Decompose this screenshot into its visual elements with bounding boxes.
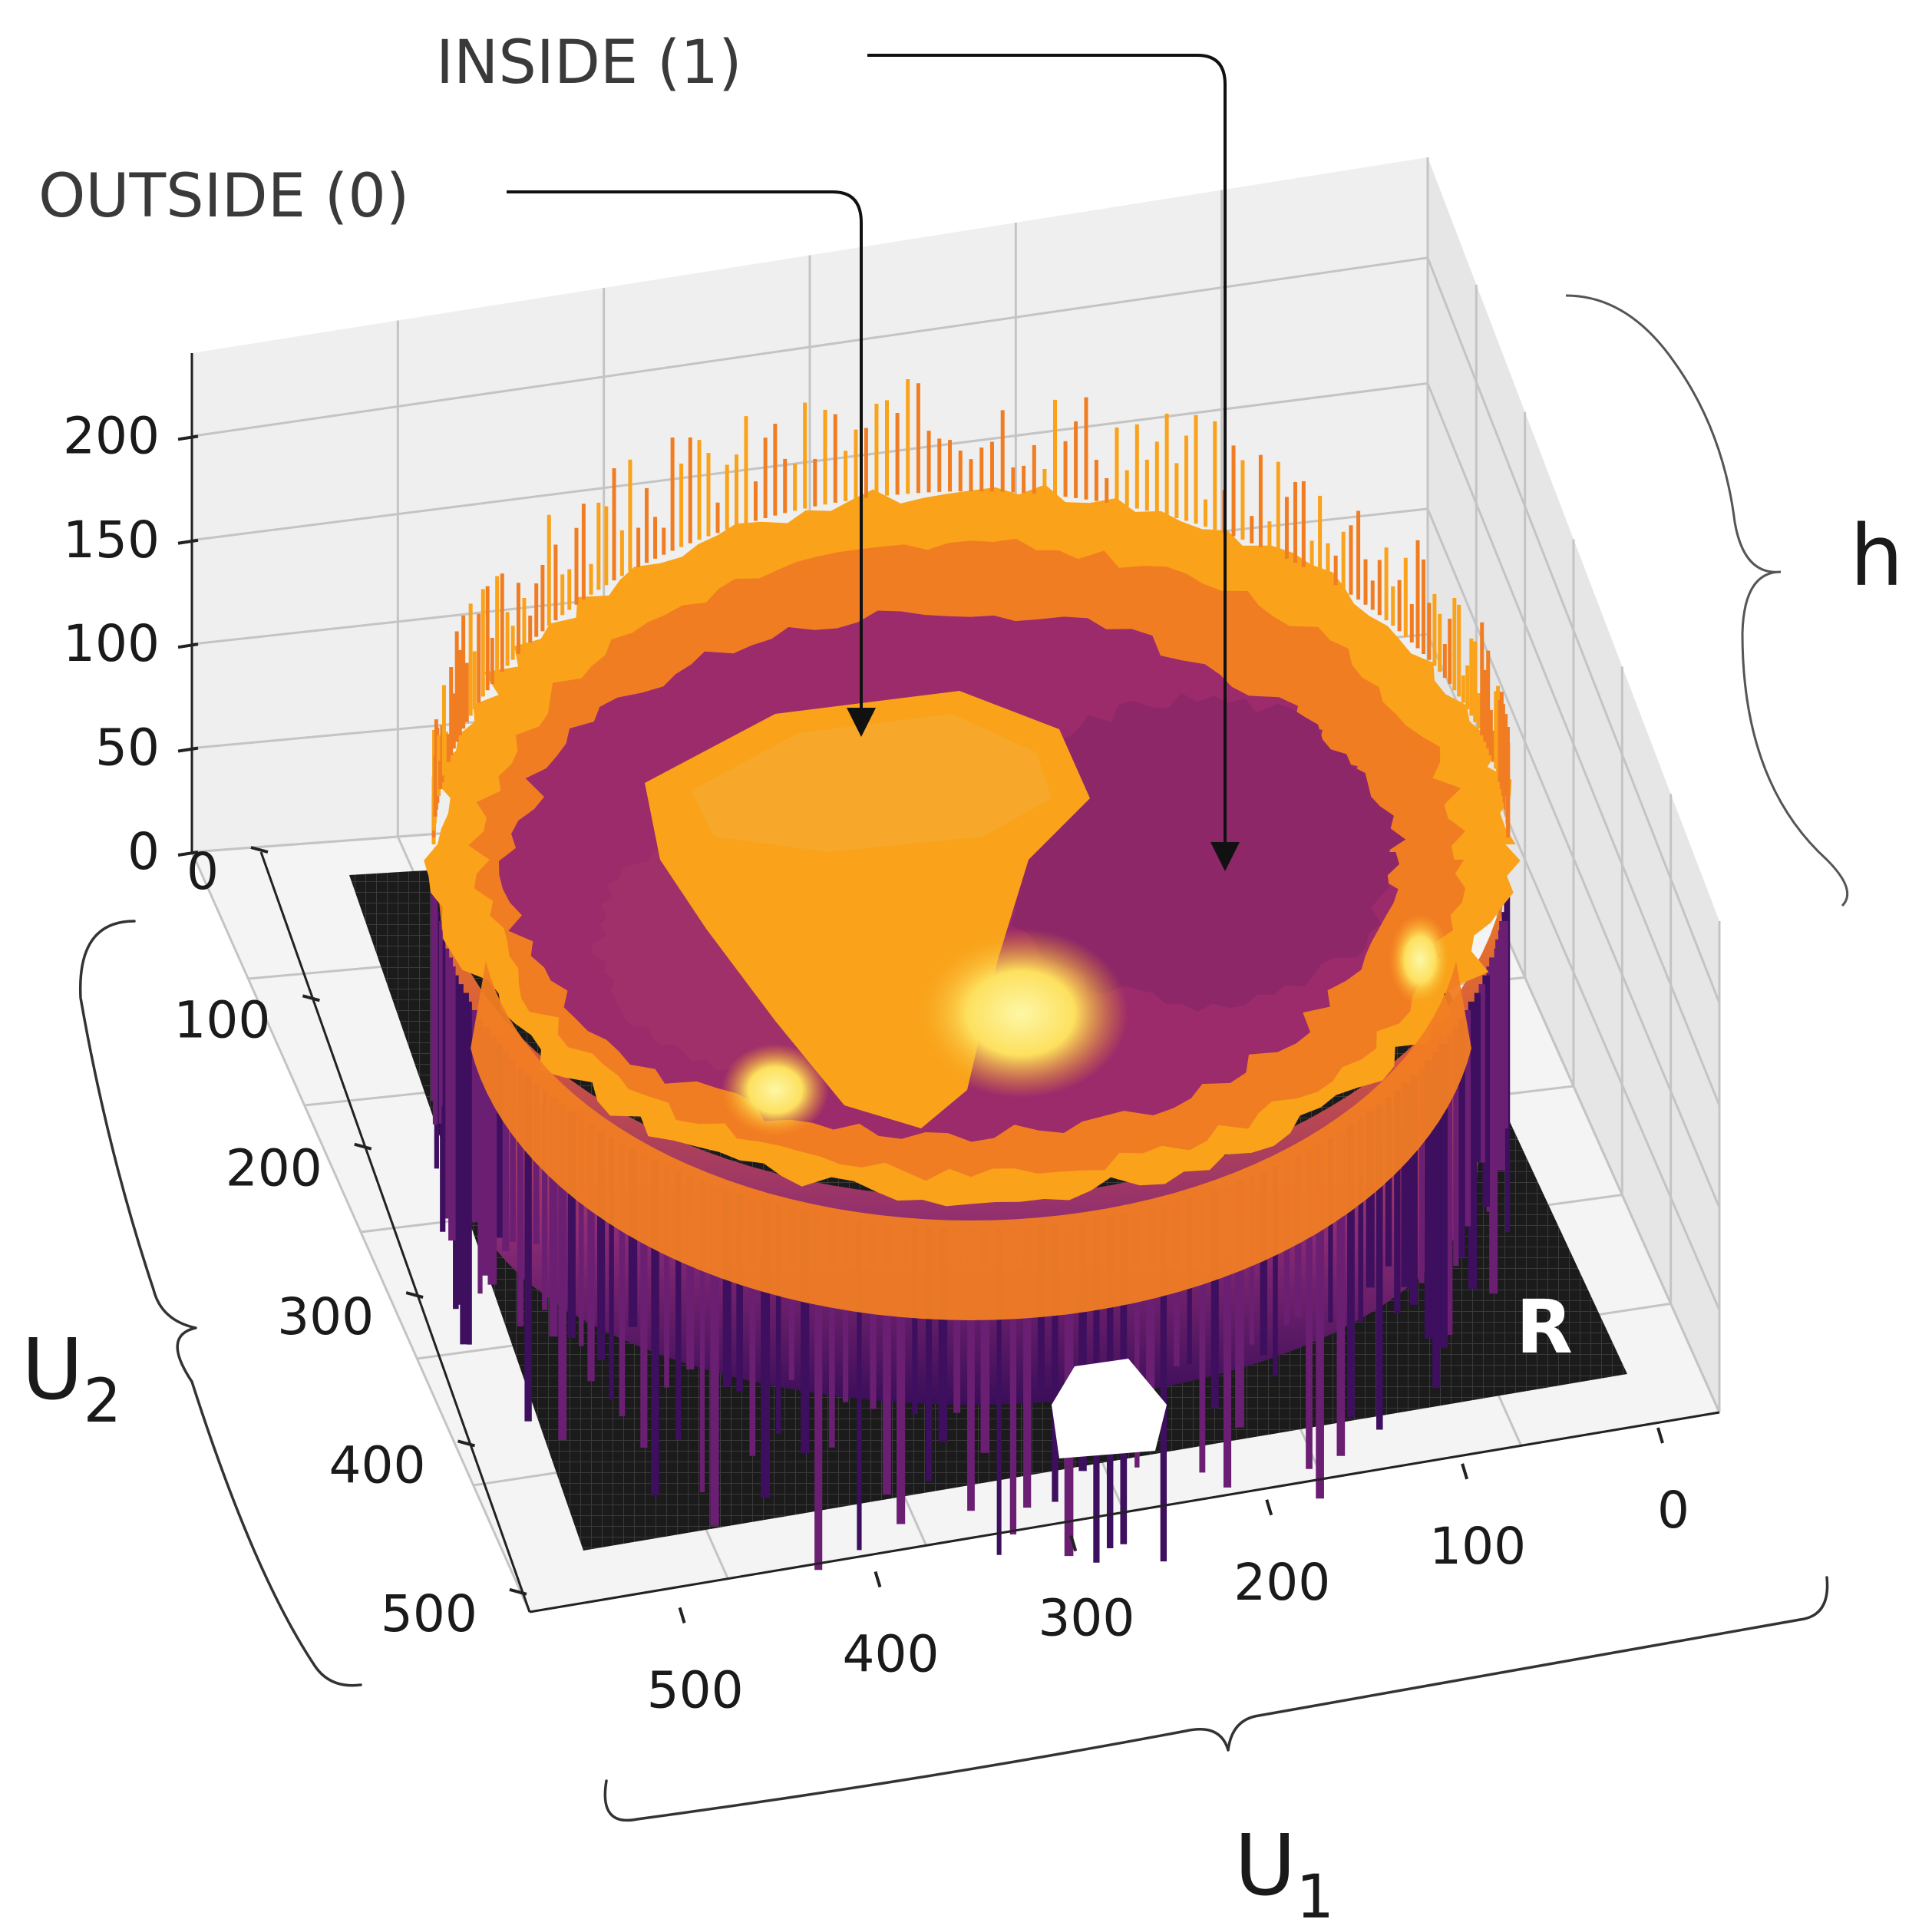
x-tick-label: 300 (1038, 1589, 1134, 1648)
inside-region (986, 692, 1406, 1012)
y-tick (354, 1142, 372, 1151)
glow-zone (1389, 913, 1451, 1006)
axes: 0 50 100 150 200 0 100 200 300 400 500 0 100 200 300 40… (63, 294, 1849, 1822)
y-tick (509, 1587, 527, 1596)
plateau-top (691, 714, 1052, 852)
front-band (471, 961, 1471, 1320)
gap (1052, 1359, 1167, 1458)
y-tick-label: 500 (381, 1584, 477, 1643)
z-tick (177, 538, 199, 545)
z-tick (177, 851, 199, 857)
x-tick (1069, 1535, 1078, 1552)
u2-brace (78, 920, 362, 1687)
x-tick-label: 500 (647, 1660, 744, 1719)
x-tick-label: 400 (842, 1625, 939, 1684)
y-tick (405, 1291, 424, 1300)
x-tick (678, 1607, 686, 1623)
z-tick-label: 50 (95, 718, 160, 778)
z-tick-label: 200 (63, 406, 160, 465)
y-tick-label: 300 (277, 1287, 374, 1346)
x-tick-label: 0 (1657, 1481, 1689, 1540)
x-tick (1461, 1463, 1469, 1480)
annotation-outside-leader (507, 190, 863, 718)
h-brace (1565, 294, 1849, 907)
z-tick (177, 434, 199, 441)
y-axis-line (259, 851, 531, 1613)
y-tick-label: 200 (226, 1139, 322, 1198)
x-tick (1265, 1499, 1273, 1516)
u1-brace (603, 1576, 1829, 1822)
annotation-inside-arrowhead (1210, 842, 1240, 871)
annotation-outside-arrowhead (847, 708, 876, 737)
z-tick-label: 150 (63, 510, 160, 570)
z-tick-label: 100 (63, 614, 160, 673)
annotation-inside: INSIDE (1) (436, 28, 742, 97)
z-tick (177, 642, 199, 649)
annotation-inside-leader (867, 54, 1227, 852)
x-tick-label: 100 (1429, 1517, 1526, 1576)
z-axis-label: h (1850, 507, 1904, 605)
y-tick (302, 994, 320, 1002)
x-tick (1656, 1427, 1664, 1444)
y-tick-label: 400 (329, 1435, 426, 1495)
region-label: R (1516, 1284, 1573, 1370)
y-tick-label: 100 (173, 990, 270, 1049)
z-tick (177, 746, 199, 753)
surface (349, 379, 1627, 1571)
annotations (507, 54, 1240, 871)
glow-zone (722, 1044, 829, 1136)
x-axis-line (529, 1411, 1720, 1613)
annotation-outside: OUTSIDE (0) (38, 162, 409, 231)
y-tick (250, 846, 269, 854)
y-axis-label: U2 (21, 1320, 121, 1436)
y-tick-label: 0 (187, 842, 219, 901)
x-tick-label: 200 (1234, 1553, 1330, 1612)
y-tick (457, 1439, 476, 1448)
z-tick-label: 0 (127, 822, 160, 881)
x-axis-label: U1 (1234, 1816, 1334, 1919)
glow-zone (913, 929, 1128, 1098)
x-tick (874, 1571, 882, 1588)
